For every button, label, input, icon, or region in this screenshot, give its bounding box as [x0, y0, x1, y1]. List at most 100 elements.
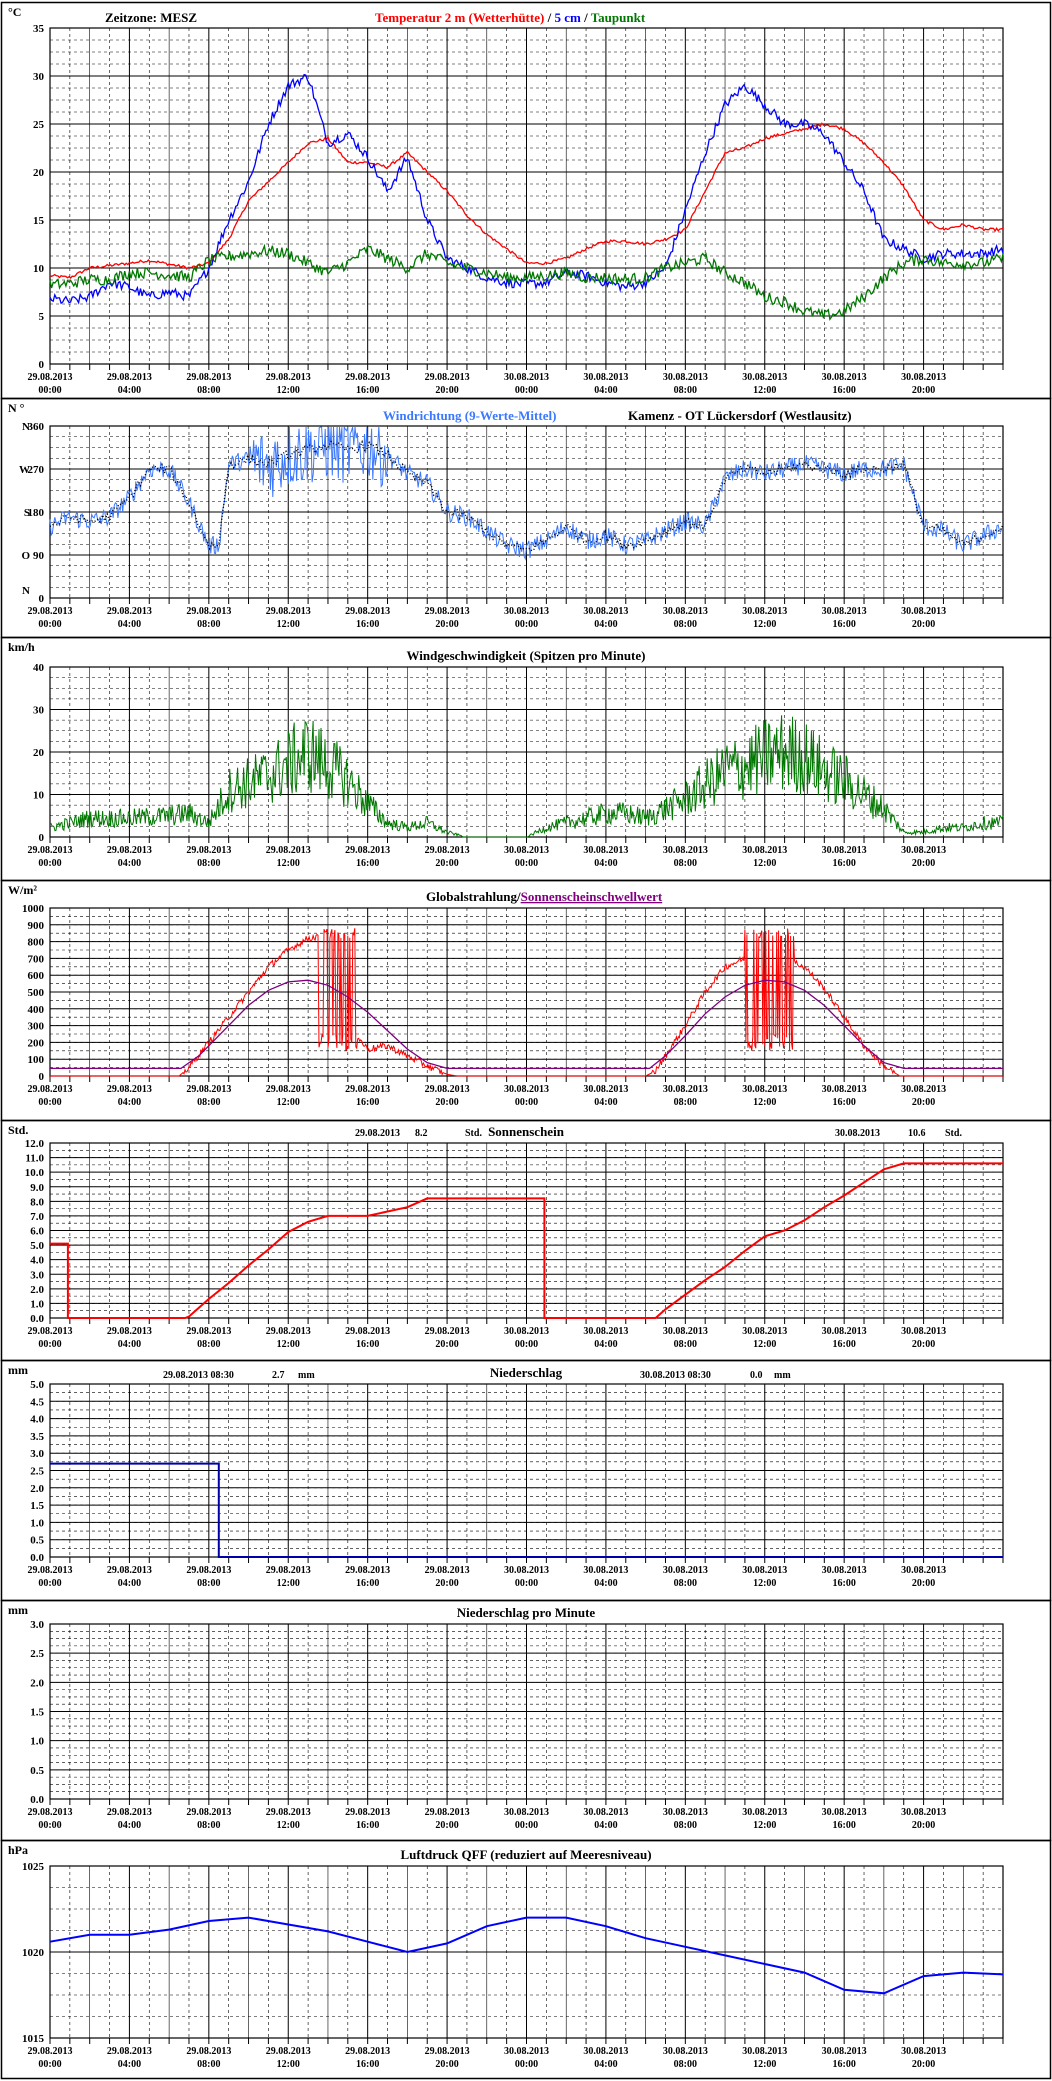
x-tick-time: 00:00: [38, 2059, 61, 2070]
x-tick-date: 30.08.2013: [583, 606, 628, 617]
x-tick-date: 30.08.2013: [822, 1326, 867, 1337]
x-tick-time: 20:00: [435, 619, 458, 630]
x-tick-date: 29.08.2013: [107, 1807, 152, 1818]
x-tick-date: 29.08.2013: [28, 372, 73, 383]
y-tick-label: 0.5: [30, 1535, 44, 1547]
x-tick-time: 00:00: [515, 1820, 538, 1831]
x-tick-time: 04:00: [118, 1578, 141, 1589]
y-tick-label: 2.0: [30, 1284, 44, 1296]
y-tick-label: 20: [33, 167, 45, 179]
y-tick-label: 30: [33, 71, 45, 83]
x-tick-date: 29.08.2013: [186, 1807, 231, 1818]
x-tick-time: 00:00: [515, 619, 538, 630]
x-tick-date: 30.08.2013: [901, 1565, 946, 1576]
x-tick-date: 29.08.2013: [266, 372, 311, 383]
period-total-unit: mm: [774, 1370, 791, 1381]
x-tick-time: 12:00: [277, 1097, 300, 1108]
x-tick-date: 29.08.2013: [266, 1084, 311, 1095]
x-tick-date: 30.08.2013: [901, 1326, 946, 1337]
x-tick-date: 30.08.2013: [742, 1807, 787, 1818]
x-tick-time: 00:00: [38, 1339, 61, 1350]
y-tick-label: 0.0: [30, 1794, 44, 1806]
x-tick-time: 20:00: [912, 619, 935, 630]
x-tick-time: 20:00: [435, 1820, 458, 1831]
y-unit-label: mm: [8, 1603, 28, 1617]
y-tick-label: 1.0: [30, 1736, 44, 1748]
x-tick-date: 30.08.2013: [504, 372, 549, 383]
x-tick-date: 29.08.2013: [28, 2046, 73, 2057]
x-tick-time: 08:00: [674, 1097, 697, 1108]
x-tick-date: 30.08.2013: [822, 606, 867, 617]
y-tick-label: 0: [39, 1071, 45, 1083]
title-part: Taupunkt: [591, 10, 646, 25]
x-tick-time: 12:00: [753, 1097, 776, 1108]
x-tick-time: 16:00: [356, 858, 379, 869]
x-tick-date: 29.08.2013: [345, 1565, 390, 1576]
x-tick-time: 04:00: [594, 2059, 617, 2070]
y-tick-label: 11.0: [25, 1153, 44, 1165]
x-tick-date: 29.08.2013: [425, 1565, 470, 1576]
series-line-1: [50, 979, 1003, 1070]
y-unit-label: km/h: [8, 640, 35, 654]
x-tick-date: 30.08.2013: [742, 1326, 787, 1337]
x-tick-time: 08:00: [197, 385, 220, 396]
y-tick-label: 1.0: [30, 1298, 44, 1310]
x-tick-time: 12:00: [277, 1339, 300, 1350]
x-tick-date: 30.08.2013: [583, 1326, 628, 1337]
x-tick-time: 00:00: [38, 1578, 61, 1589]
x-tick-date: 30.08.2013: [583, 1807, 628, 1818]
y-tick-label: 800: [28, 937, 45, 949]
y-tick-label: 0.5: [30, 1765, 44, 1777]
x-tick-date: 30.08.2013: [742, 1565, 787, 1576]
chart-title: Niederschlag: [490, 1365, 563, 1380]
y-tick-label: 600: [28, 970, 45, 982]
x-tick-date: 29.08.2013: [28, 1084, 73, 1095]
chart-title: Windgeschwindigkeit (Spitzen pro Minute): [407, 648, 646, 663]
x-tick-date: 29.08.2013: [266, 2046, 311, 2057]
y-tick-label: 4.5: [30, 1396, 44, 1408]
y-tick-label: 15: [33, 215, 45, 227]
y-tick-label: 7.0: [30, 1211, 44, 1223]
y-unit-label: Std.: [8, 1123, 28, 1137]
x-tick-date: 29.08.2013: [345, 2046, 390, 2057]
x-tick-date: 30.08.2013: [504, 1565, 549, 1576]
x-tick-time: 08:00: [674, 1339, 697, 1350]
x-tick-time: 12:00: [277, 858, 300, 869]
x-tick-time: 16:00: [356, 1820, 379, 1831]
x-tick-date: 29.08.2013: [425, 1326, 470, 1337]
x-tick-date: 29.08.2013: [186, 1084, 231, 1095]
x-tick-time: 12:00: [753, 1578, 776, 1589]
y-tick-label: 3.0: [30, 1619, 44, 1631]
x-tick-date: 29.08.2013: [266, 606, 311, 617]
y-tick-label: 2.5: [30, 1466, 44, 1478]
x-tick-time: 00:00: [515, 385, 538, 396]
x-tick-time: 16:00: [832, 858, 855, 869]
chart-panel-5: 0.0 0.5 1.0 1.5 2.0 2.5 3.0 3.5 4.0 4.5 5.0 29.08.2…: [0, 1359, 1052, 1602]
y-tick-label: 4.0: [30, 1255, 44, 1267]
x-tick-time: 04:00: [594, 858, 617, 869]
x-tick-date: 30.08.2013: [742, 1084, 787, 1095]
y-tick-label: 0.0: [30, 1552, 44, 1564]
x-tick-time: 08:00: [674, 858, 697, 869]
x-tick-time: 04:00: [118, 2059, 141, 2070]
y-tick-label: 180: [28, 507, 45, 519]
y-tick-label: 10.0: [25, 1167, 45, 1179]
x-tick-time: 12:00: [753, 385, 776, 396]
y-tick-label: 500: [28, 987, 45, 999]
x-tick-date: 30.08.2013: [663, 372, 708, 383]
x-tick-date: 30.08.2013: [822, 372, 867, 383]
compass-label: O: [21, 550, 30, 562]
x-tick-time: 16:00: [832, 385, 855, 396]
x-tick-date: 30.08.2013: [742, 845, 787, 856]
x-tick-date: 29.08.2013: [425, 1084, 470, 1095]
series-line-0: [49, 1916, 1004, 1995]
x-tick-date: 29.08.2013: [186, 1565, 231, 1576]
x-tick-time: 04:00: [118, 385, 141, 396]
y-tick-label: 5.0: [30, 1240, 44, 1252]
x-tick-time: 04:00: [118, 1339, 141, 1350]
x-tick-time: 04:00: [594, 1820, 617, 1831]
x-tick-time: 16:00: [832, 1820, 855, 1831]
y-tick-label: 9.0: [30, 1182, 44, 1194]
y-tick-label: 700: [28, 953, 45, 965]
y-tick-label: 25: [33, 119, 45, 131]
